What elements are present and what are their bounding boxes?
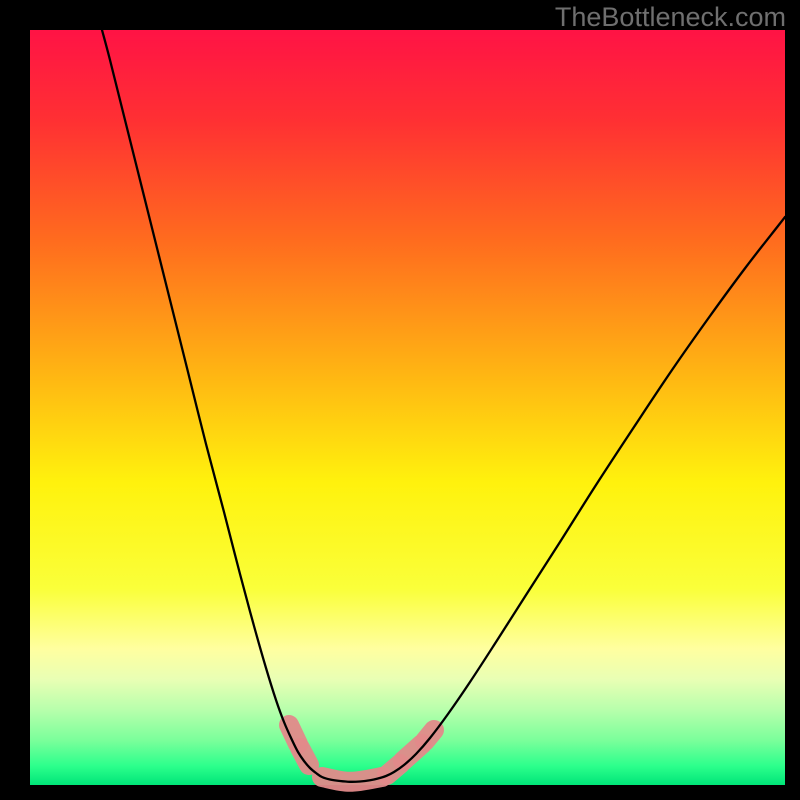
markers-group [289,725,434,782]
plot-area [30,30,785,785]
stage: TheBottleneck.com [0,0,800,800]
bottleneck-curve [102,30,785,782]
watermark-text: TheBottleneck.com [555,2,786,33]
curve-layer [30,30,785,785]
